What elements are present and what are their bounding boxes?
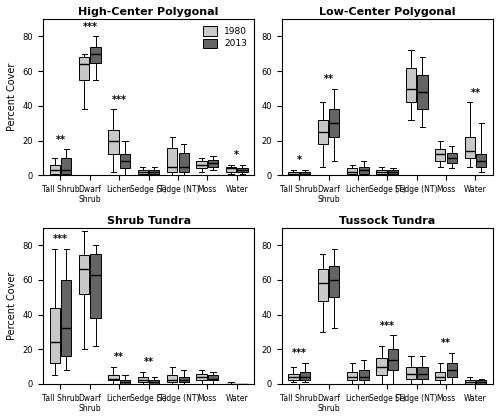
Text: ***: *** — [112, 94, 126, 105]
PathPatch shape — [418, 75, 428, 109]
PathPatch shape — [108, 130, 118, 155]
Text: ***: *** — [380, 320, 395, 331]
Text: **: ** — [114, 352, 124, 362]
PathPatch shape — [120, 155, 130, 168]
Title: Tussock Tundra: Tussock Tundra — [339, 215, 436, 226]
PathPatch shape — [50, 165, 60, 173]
PathPatch shape — [288, 172, 298, 175]
PathPatch shape — [418, 367, 428, 379]
PathPatch shape — [196, 161, 206, 168]
PathPatch shape — [329, 109, 340, 137]
PathPatch shape — [61, 158, 72, 173]
PathPatch shape — [167, 375, 177, 382]
Y-axis label: Percent Cover: Percent Cover — [7, 63, 17, 131]
Text: **: ** — [470, 88, 480, 98]
Legend: 1980, 2013: 1980, 2013 — [200, 24, 250, 51]
Text: **: ** — [144, 357, 154, 367]
PathPatch shape — [376, 170, 386, 173]
Title: Low-Center Polygonal: Low-Center Polygonal — [319, 7, 456, 17]
Text: *: * — [234, 150, 239, 160]
PathPatch shape — [149, 381, 160, 384]
Text: **: ** — [441, 338, 451, 348]
PathPatch shape — [446, 363, 457, 377]
PathPatch shape — [90, 254, 101, 318]
Text: ***: *** — [53, 234, 68, 244]
PathPatch shape — [446, 153, 457, 163]
Y-axis label: Percent Cover: Percent Cover — [7, 272, 17, 340]
PathPatch shape — [79, 57, 90, 80]
Text: **: ** — [56, 134, 66, 144]
PathPatch shape — [208, 160, 218, 167]
PathPatch shape — [90, 47, 101, 63]
PathPatch shape — [300, 172, 310, 175]
PathPatch shape — [196, 373, 206, 381]
PathPatch shape — [435, 149, 446, 161]
PathPatch shape — [476, 381, 486, 384]
PathPatch shape — [388, 170, 398, 173]
Text: *: * — [296, 155, 302, 165]
PathPatch shape — [138, 170, 148, 173]
PathPatch shape — [406, 367, 416, 379]
Title: High-Center Polygonal: High-Center Polygonal — [78, 7, 219, 17]
PathPatch shape — [226, 167, 236, 172]
PathPatch shape — [435, 372, 446, 381]
Text: ***: *** — [82, 22, 98, 32]
PathPatch shape — [476, 155, 486, 167]
PathPatch shape — [120, 381, 130, 384]
PathPatch shape — [318, 120, 328, 144]
PathPatch shape — [238, 168, 248, 172]
Text: ***: *** — [292, 349, 306, 358]
Title: Shrub Tundra: Shrub Tundra — [106, 215, 190, 226]
PathPatch shape — [347, 168, 358, 173]
PathPatch shape — [329, 266, 340, 297]
PathPatch shape — [50, 307, 60, 363]
PathPatch shape — [464, 381, 475, 384]
PathPatch shape — [178, 377, 189, 382]
PathPatch shape — [178, 153, 189, 172]
PathPatch shape — [149, 170, 160, 173]
PathPatch shape — [464, 137, 475, 158]
PathPatch shape — [300, 372, 310, 381]
PathPatch shape — [358, 370, 369, 381]
PathPatch shape — [61, 280, 72, 356]
PathPatch shape — [376, 358, 386, 375]
PathPatch shape — [138, 377, 148, 382]
PathPatch shape — [347, 372, 358, 381]
PathPatch shape — [167, 147, 177, 172]
Text: **: ** — [324, 74, 334, 84]
PathPatch shape — [108, 375, 118, 381]
PathPatch shape — [208, 375, 218, 381]
PathPatch shape — [406, 68, 416, 102]
PathPatch shape — [388, 349, 398, 370]
PathPatch shape — [79, 255, 90, 294]
PathPatch shape — [318, 269, 328, 301]
PathPatch shape — [358, 167, 369, 173]
PathPatch shape — [288, 373, 298, 381]
